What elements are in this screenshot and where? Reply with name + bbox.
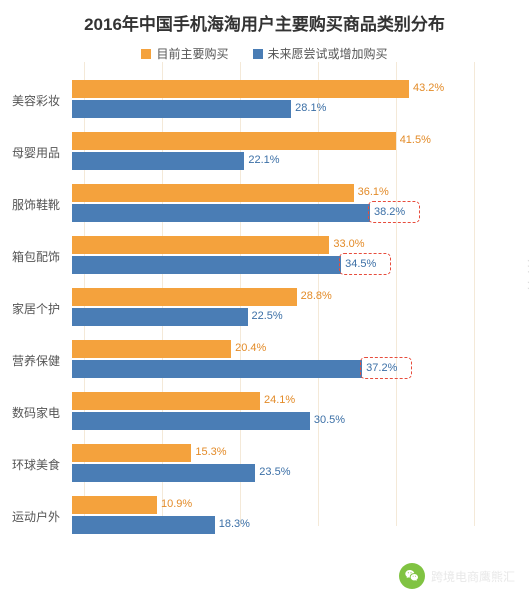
category-row: 箱包配饰 33.0% 34.5% <box>12 236 517 276</box>
wechat-icon <box>399 563 425 589</box>
chart-title: 2016年中国手机海淘用户主要购买商品类别分布 <box>12 10 517 35</box>
category-label: 箱包配饰 <box>12 248 72 265</box>
bar-value-series2: 22.5% <box>252 310 283 322</box>
legend-label-1: 目前主要购买 <box>156 45 228 62</box>
bar-series2 <box>72 412 310 430</box>
category-row: 数码家电 24.1% 30.5% <box>12 392 517 432</box>
bar-series2 <box>72 516 215 534</box>
bar-group: 15.3% 23.5% <box>72 444 462 484</box>
bar-series2 <box>72 308 248 326</box>
category-label: 母婴用品 <box>12 144 72 161</box>
bar-series1 <box>72 236 329 254</box>
bar-series1 <box>72 184 354 202</box>
legend-item-series1: 目前主要购买 <box>141 45 228 62</box>
legend-item-series2: 未来愿尝试或增加购买 <box>253 45 388 62</box>
bar-series1 <box>72 80 409 98</box>
bar-value-series2: 38.2% <box>374 206 405 218</box>
bar-value-series1: 10.9% <box>161 498 192 510</box>
bar-value-series1: 24.1% <box>264 394 295 406</box>
bar-series1 <box>72 340 231 358</box>
bar-group: 24.1% 30.5% <box>72 392 462 432</box>
category-label: 美容彩妆 <box>12 92 72 109</box>
category-row: 服饰鞋靴 36.1% 38.2% <box>12 184 517 224</box>
bar-value-series2: 18.3% <box>219 518 250 530</box>
bar-group: 41.5% 22.1% <box>72 132 462 172</box>
category-label: 环球美食 <box>12 456 72 473</box>
category-label: 运动户外 <box>12 508 72 525</box>
bar-value-series1: 33.0% <box>333 238 364 250</box>
bar-series2 <box>72 100 291 118</box>
category-row: 环球美食 15.3% 23.5% <box>12 444 517 484</box>
bar-series2 <box>72 256 341 274</box>
bar-value-series1: 36.1% <box>358 186 389 198</box>
legend-swatch-2 <box>253 49 263 59</box>
legend-swatch-1 <box>141 49 151 59</box>
legend: 目前主要购买 未来愿尝试或增加购买 <box>12 45 517 62</box>
bar-value-series2: 37.2% <box>366 362 397 374</box>
bar-series2 <box>72 464 255 482</box>
bar-series1 <box>72 496 157 514</box>
category-row: 母婴用品 41.5% 22.1% <box>12 132 517 172</box>
bar-chart: 美容彩妆 43.2% 28.1% 母婴用品 41.5% 22.1% 服饰鞋靴 36.1% 38.… <box>12 80 517 536</box>
category-label: 营养保健 <box>12 352 72 369</box>
category-row: 美容彩妆 43.2% 28.1% <box>12 80 517 120</box>
chart-container: 2016年中国手机海淘用户主要购买商品类别分布 目前主要购买 未来愿尝试或增加购… <box>0 0 529 597</box>
bar-group: 33.0% 34.5% <box>72 236 462 276</box>
bar-group: 20.4% 37.2% <box>72 340 462 380</box>
bar-group: 43.2% 28.1% <box>72 80 462 120</box>
bar-value-series1: 20.4% <box>235 342 266 354</box>
bar-value-series2: 28.1% <box>295 102 326 114</box>
bar-value-series2: 22.1% <box>248 154 279 166</box>
bar-series1 <box>72 132 396 150</box>
bar-group: 28.8% 22.5% <box>72 288 462 328</box>
bar-value-series2: 34.5% <box>345 258 376 270</box>
bar-value-series2: 23.5% <box>259 466 290 478</box>
watermark: iiMedia艾媒 <box>523 260 529 362</box>
bar-value-series1: 28.8% <box>301 290 332 302</box>
bar-series1 <box>72 444 191 462</box>
bar-series1 <box>72 288 297 306</box>
bar-series2 <box>72 152 244 170</box>
category-label: 服饰鞋靴 <box>12 196 72 213</box>
category-label: 家居个护 <box>12 300 72 317</box>
bar-value-series2: 30.5% <box>314 414 345 426</box>
category-label: 数码家电 <box>12 404 72 421</box>
footer: 跨境电商鹰熊汇 <box>399 563 515 589</box>
bar-group: 10.9% 18.3% <box>72 496 462 536</box>
bar-value-series1: 15.3% <box>195 446 226 458</box>
legend-label-2: 未来愿尝试或增加购买 <box>268 45 388 62</box>
bar-value-series1: 43.2% <box>413 82 444 94</box>
bar-value-series1: 41.5% <box>400 134 431 146</box>
category-row: 运动户外 10.9% 18.3% <box>12 496 517 536</box>
footer-text: 跨境电商鹰熊汇 <box>431 568 515 585</box>
category-row: 家居个护 28.8% 22.5% <box>12 288 517 328</box>
bar-series2 <box>72 204 370 222</box>
category-row: 营养保健 20.4% 37.2% <box>12 340 517 380</box>
bar-group: 36.1% 38.2% <box>72 184 462 224</box>
bar-series1 <box>72 392 260 410</box>
bar-series2 <box>72 360 362 378</box>
